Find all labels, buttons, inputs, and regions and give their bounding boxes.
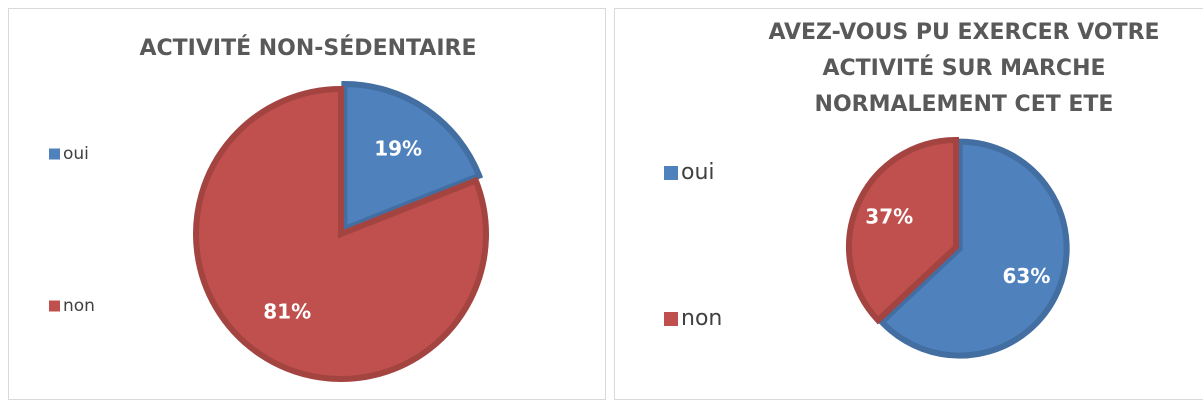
legend-label: oui <box>63 144 89 164</box>
legend-label: non <box>63 296 95 316</box>
chart-title: ACTIVITÉ NON-SÉDENTAIRE <box>139 36 477 61</box>
pie-slice <box>193 85 489 382</box>
legend-swatch <box>664 312 678 326</box>
data-label: 81% <box>263 300 311 324</box>
data-label: 37% <box>865 205 913 229</box>
chart-panel: 63% oui 37% non AVEZ-VOUS PU EXERCER VOTRE … <box>614 8 1203 400</box>
pie-slice <box>846 136 959 325</box>
pie-slice <box>341 81 484 234</box>
legend-swatch <box>664 166 678 180</box>
chart-panel: 19% oui 81% non ACTIVITÉ NON-SÉDENTAIRE <box>8 8 606 400</box>
legend-swatch <box>49 148 60 160</box>
legend-swatch <box>49 300 60 312</box>
legend-label: oui <box>681 160 715 185</box>
chart-title: AVEZ-VOUS PU EXERCER VOTRE ACTIVITÉ SUR … <box>768 20 1160 117</box>
legend-label: non <box>681 306 722 331</box>
pie-slice <box>877 138 1070 359</box>
data-label: 19% <box>374 136 422 160</box>
chart: 19% oui 81% non <box>49 81 489 382</box>
data-label: 63% <box>1003 264 1051 288</box>
chart: 63% oui 37% non <box>664 136 1070 359</box>
